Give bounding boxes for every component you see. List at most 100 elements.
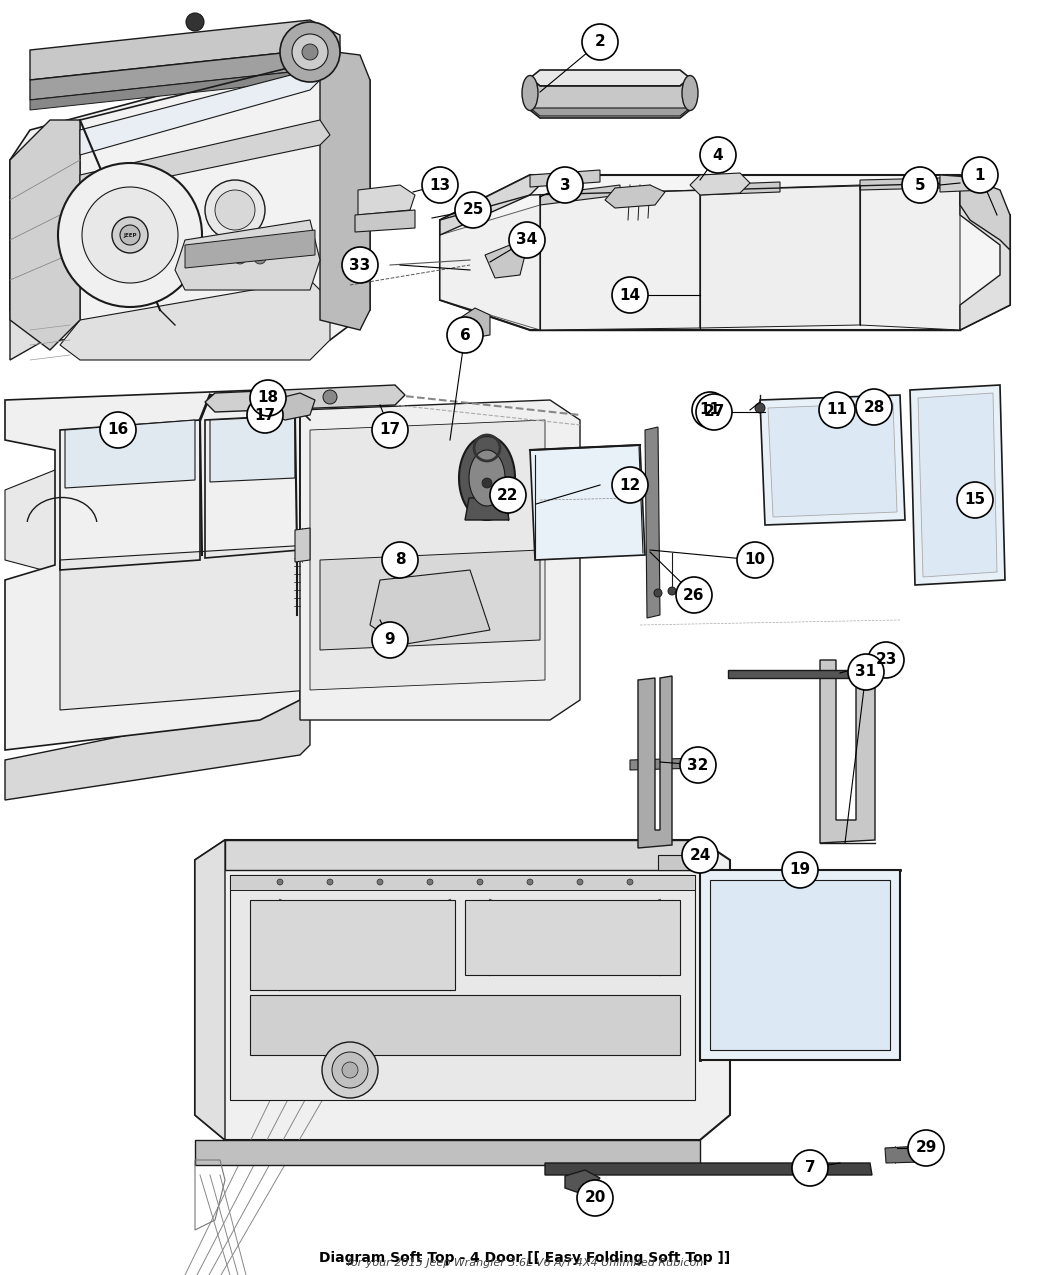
Polygon shape	[440, 175, 1010, 330]
Polygon shape	[10, 50, 370, 340]
Circle shape	[612, 277, 648, 312]
Polygon shape	[940, 175, 985, 193]
Circle shape	[612, 467, 648, 504]
Polygon shape	[370, 570, 490, 645]
Polygon shape	[225, 840, 700, 870]
Polygon shape	[918, 393, 998, 578]
Text: 15: 15	[965, 492, 986, 507]
Polygon shape	[700, 182, 780, 195]
Circle shape	[342, 247, 378, 283]
Circle shape	[447, 317, 483, 353]
Circle shape	[902, 167, 938, 203]
Text: 22: 22	[498, 487, 519, 502]
Polygon shape	[185, 230, 315, 268]
Text: 14: 14	[620, 287, 640, 302]
Text: 10: 10	[744, 552, 765, 567]
Text: JEEP: JEEP	[123, 232, 136, 237]
Circle shape	[327, 878, 333, 885]
Circle shape	[186, 13, 204, 31]
Polygon shape	[440, 175, 540, 235]
Text: 13: 13	[429, 177, 450, 193]
Polygon shape	[320, 50, 370, 330]
Polygon shape	[80, 120, 330, 195]
Polygon shape	[358, 185, 415, 215]
Circle shape	[82, 187, 178, 283]
Polygon shape	[460, 309, 490, 340]
Circle shape	[247, 397, 284, 434]
Circle shape	[215, 190, 255, 230]
Polygon shape	[540, 190, 700, 330]
Polygon shape	[440, 205, 540, 330]
Circle shape	[706, 402, 714, 409]
Circle shape	[455, 193, 491, 228]
Circle shape	[957, 482, 993, 518]
Polygon shape	[530, 445, 645, 560]
Text: 3: 3	[560, 177, 570, 193]
Text: 34: 34	[517, 232, 538, 247]
Circle shape	[292, 34, 328, 70]
Polygon shape	[230, 875, 695, 1100]
Circle shape	[578, 1179, 613, 1216]
Polygon shape	[530, 78, 690, 119]
Polygon shape	[485, 245, 525, 278]
Text: Diagram Soft Top - 4 Door [[ Easy Folding Soft Top ]]: Diagram Soft Top - 4 Door [[ Easy Foldin…	[319, 1251, 731, 1265]
Polygon shape	[540, 185, 620, 205]
Circle shape	[205, 180, 265, 240]
Polygon shape	[465, 900, 680, 975]
Text: 9: 9	[384, 632, 395, 648]
Circle shape	[578, 878, 583, 885]
Polygon shape	[728, 669, 875, 678]
Circle shape	[680, 747, 716, 783]
Polygon shape	[910, 385, 1005, 585]
Polygon shape	[459, 436, 514, 520]
Circle shape	[100, 412, 136, 448]
Text: 11: 11	[826, 403, 847, 417]
Polygon shape	[530, 108, 690, 116]
Polygon shape	[630, 759, 700, 770]
Circle shape	[668, 586, 676, 595]
Text: 29: 29	[916, 1141, 937, 1155]
Circle shape	[253, 391, 267, 405]
Polygon shape	[710, 880, 890, 1051]
Circle shape	[120, 224, 140, 245]
Circle shape	[382, 542, 418, 578]
Polygon shape	[250, 994, 680, 1054]
Text: 11: 11	[699, 403, 720, 417]
Polygon shape	[30, 50, 340, 99]
Circle shape	[654, 589, 662, 597]
Polygon shape	[960, 175, 1010, 250]
Circle shape	[482, 478, 492, 488]
Polygon shape	[465, 499, 509, 520]
Circle shape	[509, 222, 545, 258]
Text: 25: 25	[462, 203, 484, 218]
Text: 6: 6	[460, 328, 470, 343]
Circle shape	[383, 632, 393, 643]
Polygon shape	[5, 460, 120, 580]
Polygon shape	[270, 393, 315, 419]
Circle shape	[427, 878, 433, 885]
Polygon shape	[565, 1170, 600, 1195]
Ellipse shape	[682, 75, 698, 111]
Polygon shape	[195, 840, 730, 1140]
Circle shape	[234, 252, 246, 264]
Circle shape	[856, 389, 892, 425]
Polygon shape	[645, 427, 660, 618]
Circle shape	[254, 252, 266, 264]
Circle shape	[112, 217, 148, 252]
Text: 2: 2	[594, 34, 606, 50]
Polygon shape	[30, 20, 340, 80]
Text: 17: 17	[379, 422, 400, 437]
Circle shape	[627, 878, 633, 885]
Polygon shape	[230, 875, 695, 890]
Text: 4: 4	[713, 148, 723, 162]
Circle shape	[342, 1062, 358, 1077]
Circle shape	[527, 878, 533, 885]
Polygon shape	[700, 870, 900, 1060]
Text: 23: 23	[876, 653, 897, 668]
Text: 19: 19	[790, 862, 811, 877]
Circle shape	[695, 403, 705, 413]
Circle shape	[737, 542, 773, 578]
Circle shape	[332, 1052, 368, 1088]
Text: 8: 8	[395, 552, 405, 567]
Circle shape	[372, 622, 408, 658]
